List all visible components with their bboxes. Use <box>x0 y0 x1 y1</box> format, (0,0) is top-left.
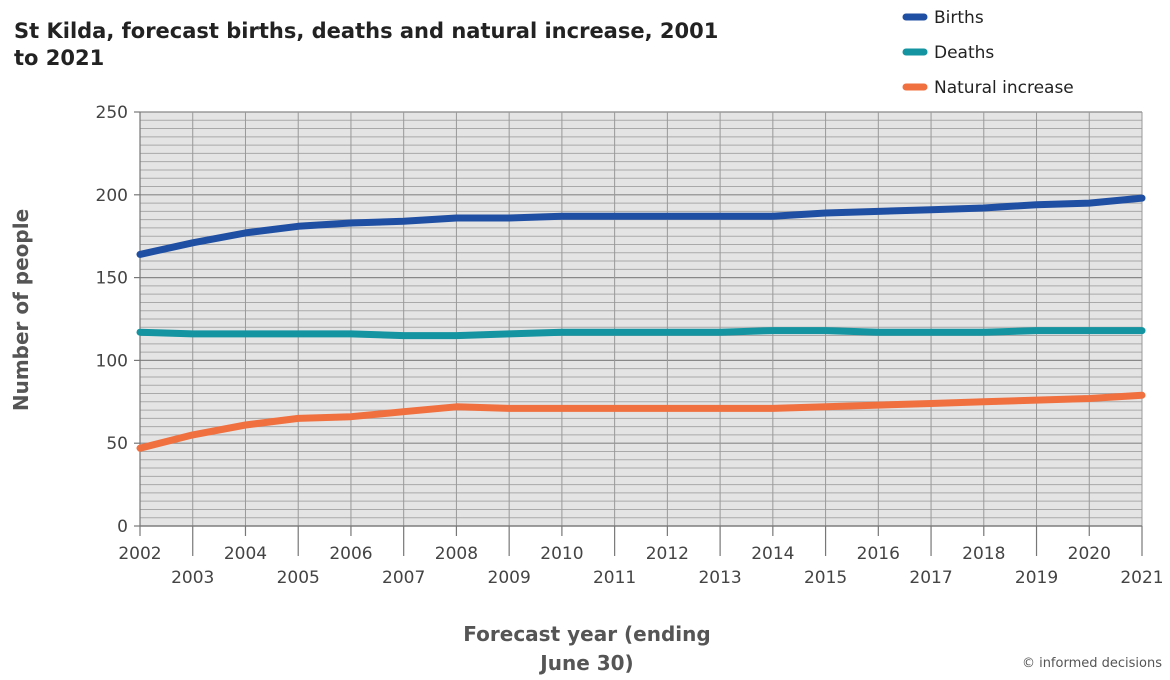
x-tick-label: 2021 <box>1120 568 1163 588</box>
x-tick-label: 2005 <box>277 568 320 588</box>
x-tick-label: 2012 <box>646 544 689 564</box>
x-tick-label: 2017 <box>909 568 952 588</box>
credit-label: © informed decisions <box>1022 656 1162 671</box>
y-tick-label: 150 <box>96 269 128 289</box>
y-tick-label: 200 <box>96 186 128 206</box>
x-tick-label: 2016 <box>857 544 900 564</box>
x-axis-title-line-2: June 30) <box>538 651 633 675</box>
chart-title-line-1: St Kilda, forecast births, deaths and na… <box>14 19 718 43</box>
y-tick-label: 100 <box>96 351 128 371</box>
x-tick-label: 2018 <box>962 544 1005 564</box>
y-axis-title: Number of people <box>9 209 33 411</box>
series-line-2 <box>136 391 1146 452</box>
legend-label-0: Births <box>934 8 984 28</box>
y-tick-label: 0 <box>117 517 128 537</box>
legend-label-1: Deaths <box>934 43 994 63</box>
legend: Births Deaths Natural increase <box>902 8 1074 98</box>
x-tick-label: 2010 <box>540 544 583 564</box>
x-tick-label: 2013 <box>698 568 741 588</box>
y-tick-label: 250 <box>96 103 128 123</box>
x-tick-label: 2007 <box>382 568 425 588</box>
x-tick-label: 2004 <box>224 544 267 564</box>
series-line-1 <box>136 327 1146 340</box>
x-tick-label: 2011 <box>593 568 636 588</box>
legend-label-2: Natural increase <box>934 78 1074 98</box>
axes: 0 50 100 150 200 250 2002 2003 2004 2005 2006 2007 2… <box>96 103 1164 588</box>
x-axis-title-line-1: Forecast year (ending <box>463 622 710 646</box>
series-line-0 <box>136 194 1146 258</box>
y-tick-label: 50 <box>106 434 128 454</box>
x-tick-label: 2009 <box>488 568 531 588</box>
x-tick-label: 2008 <box>435 544 478 564</box>
x-tick-label: 2015 <box>804 568 847 588</box>
x-tick-label: 2020 <box>1068 544 1111 564</box>
x-tick-label: 2003 <box>171 568 214 588</box>
series-lines <box>136 194 1146 452</box>
chart-title-line-2: to 2021 <box>14 46 104 70</box>
x-tick-label: 2014 <box>751 544 794 564</box>
x-tick-label: 2002 <box>118 544 161 564</box>
x-tick-label: 2019 <box>1015 568 1058 588</box>
x-tick-label: 2006 <box>329 544 372 564</box>
